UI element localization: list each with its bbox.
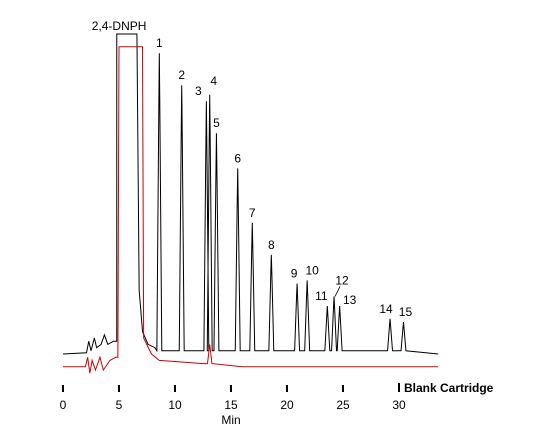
peak-label-3: 3 — [195, 84, 202, 98]
peak-label-1: 1 — [156, 36, 163, 50]
peak-label-4: 4 — [210, 74, 217, 88]
peak-label-8: 8 — [268, 238, 275, 252]
peak-label-7: 7 — [249, 206, 256, 220]
peak-label-5: 5 — [213, 116, 220, 130]
x-tick-label-0: 0 — [60, 398, 67, 412]
peak-label-11: 11 — [315, 289, 328, 303]
x-tick-label-15: 15 — [224, 398, 238, 412]
x-tick-label-30: 30 — [392, 398, 406, 412]
peak-label-12: 12 — [335, 273, 349, 287]
peak-label-6: 6 — [234, 151, 241, 165]
peak-label-15: 15 — [399, 305, 413, 319]
blank-trace-line — [63, 46, 439, 374]
traces-group — [62, 33, 439, 374]
x-tick-label-20: 20 — [280, 398, 294, 412]
legend-label: Blank Cartridge — [404, 381, 494, 395]
peak-label-13: 13 — [343, 293, 357, 307]
peak-12-leader — [334, 286, 341, 297]
peak-label-9: 9 — [291, 267, 298, 281]
sample-trace-line — [62, 33, 439, 355]
peak-label-2: 2 — [178, 68, 185, 82]
x-tick-label-10: 10 — [168, 398, 182, 412]
peak-label-14: 14 — [379, 302, 393, 316]
x-tick-label-5: 5 — [116, 398, 123, 412]
x-axis-title: Min — [221, 413, 240, 427]
peak-label-dnph: 2,4-DNPH — [92, 19, 147, 33]
x-axis: 0 5 10 15 20 25 30 — [60, 383, 406, 412]
peak-label-10: 10 — [305, 263, 319, 277]
x-tick-label-25: 25 — [336, 398, 350, 412]
